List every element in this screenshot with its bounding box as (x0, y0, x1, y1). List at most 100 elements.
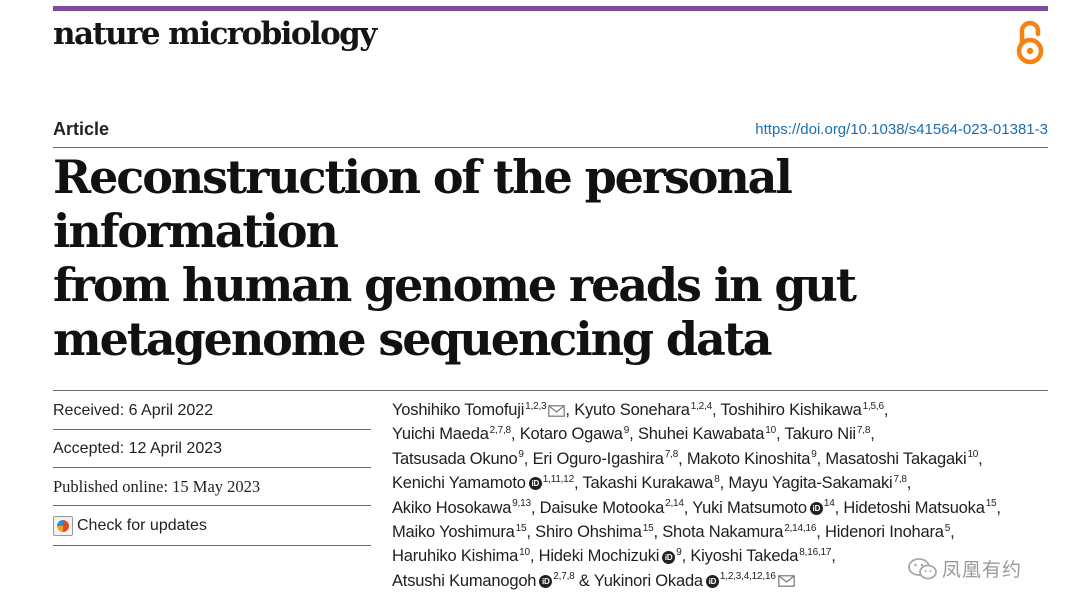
author-entry[interactable]: Kotaro Ogawa9 (519, 425, 630, 444)
orcid-icon[interactable]: iD (662, 550, 676, 564)
author-entry[interactable]: Makoto Kinoshita9 (687, 450, 817, 468)
orcid-icon[interactable]: iD (809, 501, 823, 515)
author-separator: , (950, 523, 955, 542)
author-name[interactable]: Kyuto Sonehara (574, 401, 690, 419)
author-name[interactable]: Yukinori Okada (593, 571, 703, 590)
crossmark-icon (53, 515, 73, 536)
author-name[interactable]: Makoto Kinoshita (686, 449, 811, 468)
author-name[interactable]: Kiyoshi Takeda (690, 547, 799, 566)
orcid-icon[interactable]: iD (539, 574, 553, 588)
author-name[interactable]: Tatsusada Okuno (392, 449, 518, 468)
author-name[interactable]: Maiko Yoshimura (392, 523, 515, 542)
affiliation-numbers: 1,2,3 (525, 400, 547, 412)
author-entry[interactable]: Kiyoshi Takeda8,16,17 (690, 547, 831, 565)
author-entry[interactable]: Daisuke Motooka2,14 (540, 499, 684, 517)
article-type: Article (53, 119, 110, 139)
author-name[interactable]: Eri Oguro-Igashira (532, 449, 664, 468)
author-entry[interactable]: Shuhei Kawabata10 (638, 425, 776, 443)
doi-link[interactable]: https://doi.org/10.1038/s41564-023-01381… (755, 121, 1048, 138)
orcid-icon[interactable]: iD (705, 574, 719, 588)
author-separator: , (574, 474, 583, 493)
author-entry[interactable]: Toshihiro Kishikawa1,5,6 (720, 400, 884, 419)
header-rule (53, 147, 1048, 148)
author-name[interactable]: Yoshihiko Tomofuji (392, 401, 525, 419)
author-name[interactable]: Hideki Mochizuki (538, 547, 660, 566)
author-name[interactable]: Toshihiro Kishikawa (720, 401, 862, 419)
author-entry[interactable]: Yoshihiko Tomofuji1,2,3 (392, 400, 566, 419)
affiliation-numbers: 7,8 (664, 449, 679, 461)
divider (53, 467, 371, 468)
author-separator: , (530, 498, 540, 517)
author-name[interactable]: Masatoshi Takagaki (825, 449, 967, 468)
author-name[interactable]: Daisuke Motooka (539, 498, 665, 517)
check-for-updates-button[interactable]: Check for updates (53, 506, 371, 545)
divider (53, 505, 371, 506)
author-name[interactable]: Hidenori Inohara (824, 523, 944, 542)
affiliation-numbers: 1,11,12 (542, 473, 574, 485)
accepted-date: Accepted: 12 April 2023 (53, 439, 223, 457)
author-name[interactable]: Shiro Ohshima (535, 523, 642, 542)
author-name[interactable]: Shuhei Kawabata (637, 425, 765, 444)
author-entry[interactable]: Shiro Ohshima15 (535, 523, 653, 541)
author-name[interactable]: Kotaro Ogawa (519, 425, 623, 444)
title-line: metagenome sequencing data (53, 312, 773, 366)
author-name[interactable]: Atsushi Kumanogoh (392, 571, 537, 590)
author-entry[interactable]: Kyuto Sonehara1,2,4 (574, 401, 712, 419)
author-separator: , (629, 425, 638, 444)
author-name[interactable]: Yuichi Maeda (392, 425, 489, 444)
title-line: Reconstruction of the personal informati… (53, 150, 793, 258)
author-entry[interactable]: Eri Oguro-Igashira7,8 (533, 450, 679, 468)
received-date: Received: 6 April 2022 (53, 401, 214, 419)
author-separator: , (996, 498, 1001, 517)
affiliation-numbers: 8 (714, 473, 720, 485)
author-separator: , (870, 425, 875, 444)
orcid-icon[interactable]: iD (528, 477, 542, 491)
author-entry[interactable]: Haruhiko Kishima10 (392, 547, 530, 565)
author-name[interactable]: Haruhiko Kishima (392, 547, 519, 566)
author-entry[interactable]: Takashi Kurakawa8 (582, 474, 719, 492)
author-entry[interactable]: Shota Nakamura2,14,16 (662, 523, 816, 541)
author-name[interactable]: Hidetoshi Matsuoka (843, 498, 985, 517)
author-name[interactable]: Takuro Nii (784, 425, 857, 444)
mail-icon[interactable] (777, 575, 795, 588)
author-separator: , (711, 401, 721, 419)
author-entry[interactable]: Hidenori Inohara5 (825, 523, 950, 541)
author-entry[interactable]: Masatoshi Takagaki10 (825, 450, 978, 468)
author-name[interactable]: Yuki Matsumoto (692, 498, 807, 517)
journal-accent-bar (53, 6, 1048, 11)
affiliation-numbers: 8,16,17 (799, 546, 832, 558)
author-entry[interactable]: Maiko Yoshimura15 (392, 523, 527, 542)
author-entry[interactable]: Yuki Matsumoto iD 14 (692, 498, 835, 517)
affiliation-numbers: 10 (765, 424, 777, 436)
author-name[interactable]: Shota Nakamura (662, 523, 784, 542)
author-entry[interactable]: Akiko Hosokawa9,13 (392, 499, 531, 517)
author-separator: , (978, 449, 983, 468)
affiliation-numbers: 1,5,6 (862, 400, 884, 412)
author-name[interactable]: Kenichi Yamamoto (392, 474, 526, 493)
watermark: 凤凰有约 (904, 554, 1027, 583)
author-entry[interactable]: Takuro Nii7,8 (785, 425, 871, 443)
journal-name[interactable]: nature microbiology (53, 16, 377, 52)
author-separator: , (683, 498, 693, 517)
author-separator: , (510, 425, 520, 444)
author-separator: , (776, 425, 785, 444)
author-separator: , (816, 523, 825, 542)
mail-icon[interactable] (548, 404, 566, 417)
author-entry[interactable]: Yuichi Maeda2,7,8 (392, 425, 511, 443)
author-separator: , (831, 547, 836, 566)
author-name[interactable]: Mayu Yagita-Sakamaki (728, 474, 893, 493)
author-name[interactable]: Akiko Hosokawa (392, 498, 512, 517)
author-entry[interactable]: Atsushi Kumanogoh iD 2,7,8 (392, 572, 575, 590)
author-entry[interactable]: Yukinori Okada iD 1,2,3,4,12,16 (594, 572, 795, 590)
open-access-icon (1016, 20, 1044, 65)
author-separator: , (529, 547, 539, 566)
author-entry[interactable]: Hidetoshi Matsuoka15 (843, 499, 996, 517)
author-name[interactable]: Takashi Kurakawa (582, 474, 714, 493)
title-line: from human genome reads in gut (53, 258, 857, 312)
author-entry[interactable]: Kenichi Yamamoto iD 1,11,12 (392, 474, 574, 492)
wechat-icon (908, 557, 937, 579)
author-entry[interactable]: Mayu Yagita-Sakamaki7,8 (728, 474, 907, 493)
author-entry[interactable]: Hideki Mochizuki iD 9 (539, 547, 682, 565)
author-entry[interactable]: Tatsusada Okuno9 (392, 450, 524, 468)
affiliation-numbers: 9,13 (512, 498, 531, 510)
